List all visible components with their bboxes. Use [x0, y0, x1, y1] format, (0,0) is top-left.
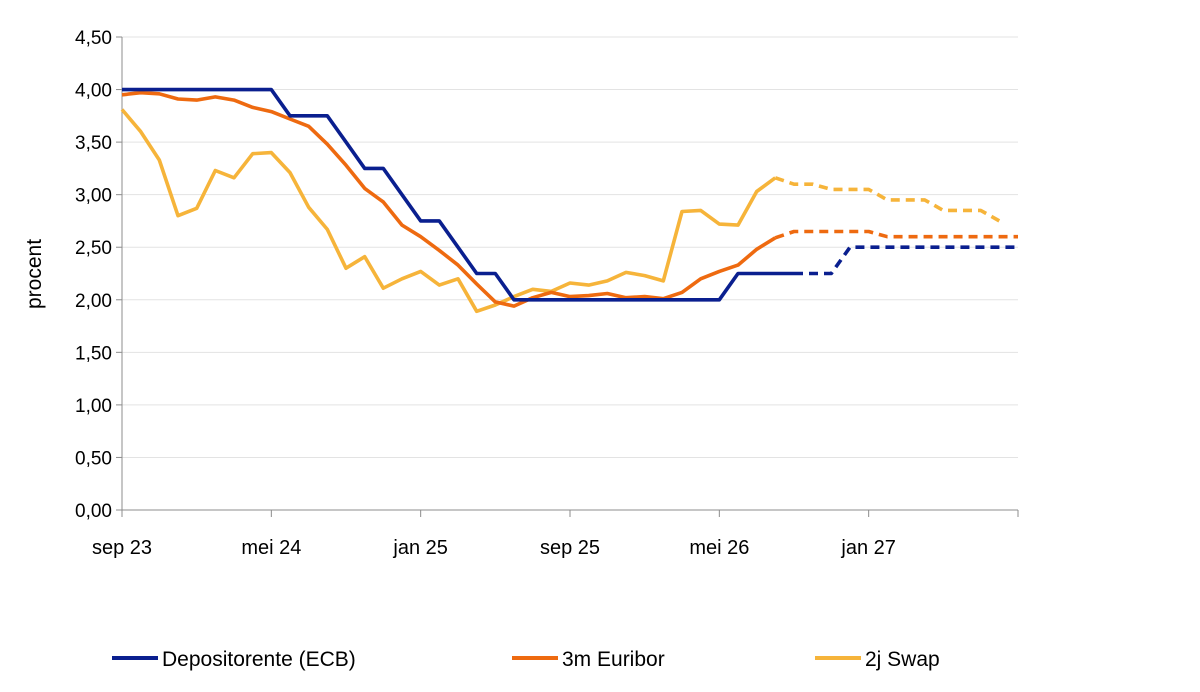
y-axis-label: procent [23, 239, 46, 309]
legend: Depositorente (ECB) 3m Euribor 2j Swap [112, 648, 940, 671]
series-line-forecast-2j-swap [774, 176, 1001, 223]
y-tick-label: 2,00 [75, 291, 112, 312]
x-tick-label: sep 25 [540, 537, 600, 559]
y-tick-label: 1,00 [75, 396, 112, 417]
legend-label: 2j Swap [865, 648, 940, 671]
x-tick-label: jan 27 [840, 537, 896, 559]
series-lines [120, 87, 1018, 314]
series-line-depositorente-ecb [122, 87, 794, 302]
x-tick-label: mei 24 [241, 537, 301, 559]
y-tick-label: 2,50 [75, 238, 112, 259]
x-tick-label: jan 25 [392, 537, 448, 559]
series-line-forecast-depositorente-ecb [794, 245, 1018, 276]
y-tick-label: 1,50 [75, 343, 112, 364]
y-tick-label: 0,00 [75, 501, 112, 522]
series-line-3m-euribor [121, 90, 777, 308]
x-tick-label: mei 26 [689, 537, 749, 559]
axes: 0,00 0,50 1,00 1,50 2,00 2,50 3,00 3,50 4,00 4,50… [75, 28, 1019, 559]
x-tick-label: sep 23 [92, 537, 152, 559]
legend-label: Depositorente (ECB) [162, 648, 356, 671]
y-tick-label: 3,50 [75, 133, 112, 154]
legend-label: 3m Euribor [562, 648, 665, 671]
grid-lines [122, 36, 1018, 458]
y-tick-label: 4,50 [75, 28, 112, 49]
series-line-forecast-3m-euribor [774, 229, 1018, 240]
y-tick-label: 0,50 [75, 448, 112, 469]
series-line-2j-swap [120, 108, 777, 314]
y-tick-label: 3,00 [75, 186, 112, 207]
y-tick-label: 4,00 [75, 81, 112, 102]
